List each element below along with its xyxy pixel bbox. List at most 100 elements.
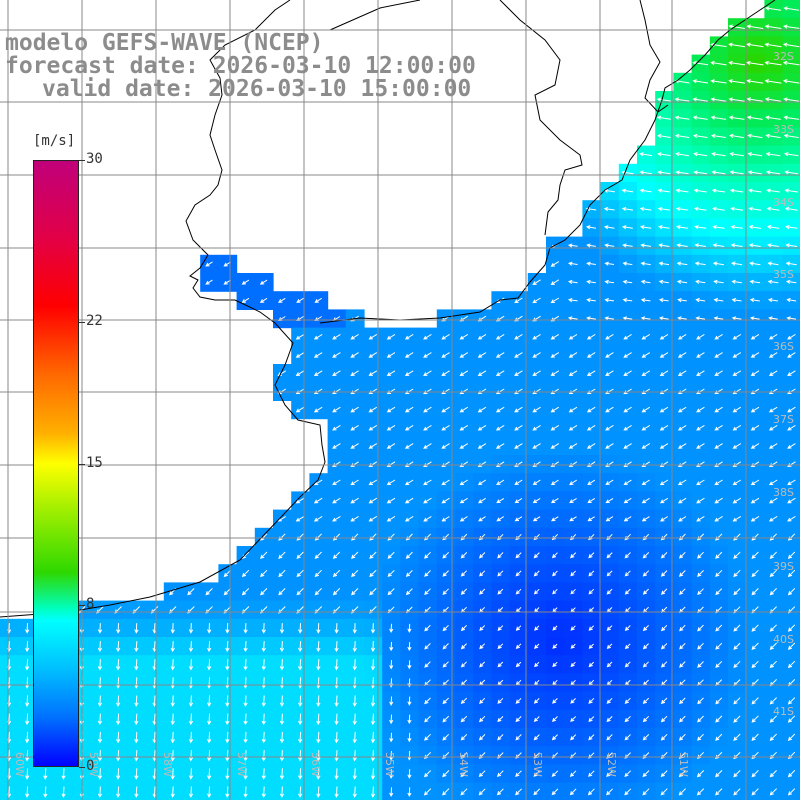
wind-vector-arrow bbox=[241, 297, 250, 303]
wind-vector-arrow bbox=[386, 479, 396, 486]
wind-vector-arrow bbox=[641, 443, 651, 449]
wind-vector-arrow bbox=[769, 588, 777, 596]
colorbar-tick-mark bbox=[79, 321, 85, 323]
wind-vector-arrow bbox=[677, 406, 687, 413]
wind-vector-arrow bbox=[279, 786, 285, 798]
latitude-label: 40S bbox=[773, 633, 794, 646]
wind-vector-arrow bbox=[423, 352, 432, 358]
wind-vector-arrow bbox=[728, 42, 746, 48]
wind-vector-arrow bbox=[715, 642, 723, 650]
wind-vector-arrow bbox=[732, 515, 742, 522]
wind-vector-arrow bbox=[767, 279, 779, 284]
wind-vector-arrow bbox=[692, 60, 709, 66]
wind-vector-arrow bbox=[97, 659, 103, 671]
wind-vector-arrow bbox=[660, 697, 668, 705]
wind-vector-arrow bbox=[732, 479, 742, 486]
wind-vector-arrow bbox=[515, 643, 522, 650]
wind-vector-arrow bbox=[605, 443, 614, 449]
wind-vector-arrow bbox=[497, 625, 504, 631]
wind-vector-arrow bbox=[696, 443, 705, 449]
wind-vector-arrow bbox=[623, 497, 632, 504]
wind-vector-arrow bbox=[495, 333, 505, 340]
wind-vector-arrow bbox=[677, 352, 687, 358]
wind-vector-arrow bbox=[389, 696, 394, 706]
wind-vector-arrow bbox=[674, 115, 690, 120]
wind-vector-arrow bbox=[768, 497, 778, 504]
wind-vector-arrow bbox=[496, 788, 504, 796]
wind-vector-arrow bbox=[170, 641, 175, 653]
wind-vector-arrow bbox=[316, 786, 321, 798]
wind-vector-arrow bbox=[768, 352, 778, 358]
wind-vector-arrow bbox=[605, 461, 614, 467]
wind-vector-arrow bbox=[730, 206, 744, 211]
wind-vector-arrow bbox=[568, 352, 578, 358]
wind-vector-arrow bbox=[352, 713, 357, 726]
wind-vector-arrow bbox=[569, 516, 577, 522]
wind-vector-arrow bbox=[241, 588, 250, 596]
wind-vector-arrow bbox=[730, 243, 743, 248]
wind-vector-arrow bbox=[733, 733, 741, 741]
wind-vector-arrow bbox=[459, 516, 468, 522]
wind-vector-arrow bbox=[515, 661, 522, 668]
wind-vector-arrow bbox=[732, 497, 742, 504]
wind-vector-arrow bbox=[696, 770, 705, 778]
wind-vector-arrow bbox=[642, 570, 650, 577]
wind-vector-arrow bbox=[550, 297, 560, 304]
wind-vector-arrow bbox=[713, 297, 724, 303]
wind-vector-arrow bbox=[441, 461, 450, 467]
coastline-uruguay-interior bbox=[329, 0, 583, 236]
wind-vector-arrow bbox=[515, 734, 522, 741]
wind-vector-arrow bbox=[370, 641, 376, 653]
wind-vector-arrow bbox=[713, 316, 724, 321]
wind-vector-arrow bbox=[550, 424, 560, 431]
wind-vector-arrow bbox=[279, 695, 285, 707]
wind-vector-arrow bbox=[134, 659, 139, 671]
coastline bbox=[0, 0, 776, 618]
wind-vector-arrow bbox=[261, 731, 266, 744]
wind-vector-arrow bbox=[606, 570, 613, 577]
wind-vector-arrow bbox=[659, 333, 669, 340]
wind-vector-arrow bbox=[639, 152, 653, 157]
wind-vector-arrow bbox=[570, 570, 576, 577]
wind-vector-arrow bbox=[368, 479, 378, 486]
wind-vector-arrow bbox=[225, 731, 230, 744]
wind-vector-arrow bbox=[332, 479, 341, 486]
wind-vector-arrow bbox=[134, 641, 139, 653]
wind-vector-arrow bbox=[532, 297, 541, 304]
wind-vector-arrow bbox=[710, 60, 727, 66]
wind-vector-arrow bbox=[696, 788, 705, 796]
wind-vector-arrow bbox=[550, 479, 559, 486]
wind-vector-arrow bbox=[694, 261, 706, 266]
wind-vector-arrow bbox=[459, 479, 468, 486]
wind-vector-arrow bbox=[386, 370, 396, 376]
wind-vector-arrow bbox=[332, 352, 341, 358]
wind-vector-arrow bbox=[259, 297, 268, 303]
wind-vector-arrow bbox=[624, 734, 631, 741]
wind-vector-arrow bbox=[459, 443, 469, 449]
wind-vector-arrow bbox=[622, 261, 633, 266]
wind-vector-arrow bbox=[659, 479, 669, 486]
longitude-label: 57W bbox=[235, 752, 248, 777]
wind-vector-arrow bbox=[659, 352, 669, 358]
wind-vector-arrow bbox=[696, 479, 705, 486]
wind-vector-arrow bbox=[495, 352, 505, 358]
wind-vector-arrow bbox=[787, 352, 796, 358]
wind-vector-arrow bbox=[715, 788, 723, 796]
wind-vector-arrow bbox=[714, 461, 723, 467]
wind-vector-arrow bbox=[188, 768, 194, 780]
wind-vector-arrow bbox=[550, 261, 560, 267]
wind-vector-arrow bbox=[785, 279, 797, 284]
wind-vector-arrow bbox=[389, 641, 394, 652]
wind-vector-arrow bbox=[714, 497, 723, 504]
wind-vector-arrow bbox=[424, 570, 431, 577]
wind-vector-arrow bbox=[639, 206, 652, 211]
wind-vector-arrow bbox=[404, 497, 414, 504]
wind-vector-arrow bbox=[603, 206, 615, 212]
wind-vector-arrow bbox=[350, 424, 359, 431]
wind-vector-arrow bbox=[624, 533, 631, 541]
wind-vector-arrow bbox=[278, 297, 286, 303]
wind-vector-arrow bbox=[674, 133, 690, 138]
wind-vector-arrow bbox=[588, 734, 595, 741]
wind-vector-arrow bbox=[386, 352, 396, 358]
wind-vector-arrow bbox=[642, 770, 650, 778]
